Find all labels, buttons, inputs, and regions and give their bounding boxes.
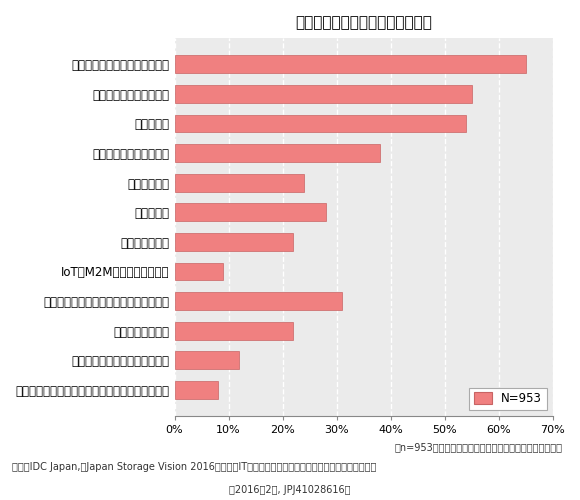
Bar (175, 114, 466, 132)
Text: （n=953、複数回答、「その他」「分からない」を除く）: （n=953、複数回答、「その他」「分からない」を除く） (394, 442, 563, 452)
Bar (175, 352, 240, 369)
Legend: N=953: N=953 (469, 388, 547, 410)
Title: 非構造化データの種類別保有状況: 非構造化データの種類別保有状況 (295, 15, 432, 30)
Bar (175, 262, 223, 280)
Bar (175, 56, 525, 73)
Bar (175, 292, 342, 310)
Bar (175, 233, 293, 250)
Text: （2016年2月, JPJ41028616）: （2016年2月, JPJ41028616） (229, 485, 351, 495)
Bar (175, 204, 326, 221)
Bar (175, 85, 472, 102)
Bar (175, 381, 218, 399)
Bar (175, 174, 304, 192)
Bar (175, 322, 293, 340)
Text: 出典：IDC Japan,『Japan Storage Vision 2016：次世代ITインフラとデータ活用プラットフォームの展望』: 出典：IDC Japan,『Japan Storage Vision 2016：… (12, 462, 376, 472)
Bar (175, 144, 380, 162)
